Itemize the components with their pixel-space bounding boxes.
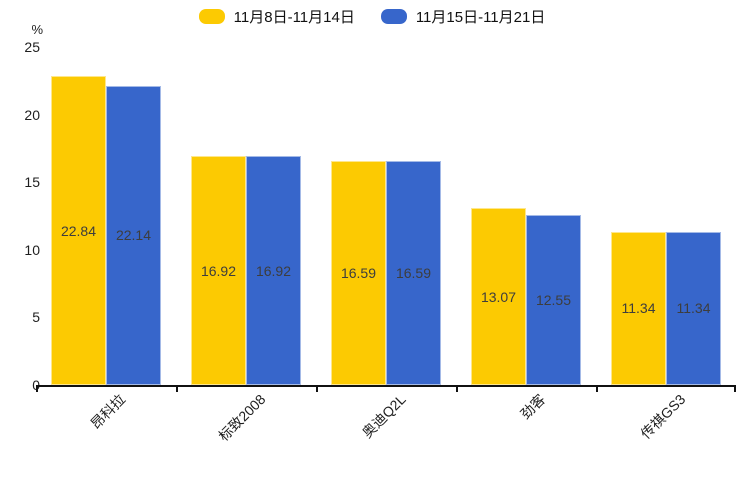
x-axis-tick: [456, 387, 458, 392]
y-tick-label: 5: [32, 309, 40, 326]
x-category-label: 奥迪Q2L: [358, 391, 409, 441]
bar-week1: [51, 76, 106, 385]
legend-label-week2: 11月15日-11月21日: [415, 9, 546, 26]
x-category-label: 传祺GS3: [637, 391, 689, 442]
bar-value-label: 13.07: [480, 288, 517, 305]
legend: 11月8日-11月14日 11月15日-11月21日: [0, 6, 744, 27]
x-axis-tick: [176, 387, 178, 392]
x-axis-tick: [734, 387, 736, 392]
bar-value-label: 16.92: [200, 262, 237, 279]
x-category-label: 昂科拉: [87, 391, 129, 433]
bar-value-label: 16.92: [255, 262, 292, 279]
bar-week2: [106, 85, 161, 385]
bar-week1: [611, 231, 666, 385]
legend-item-week1: 11月8日-11月14日: [198, 6, 355, 27]
bar-week2: [246, 156, 301, 385]
bar-week2: [666, 231, 721, 385]
x-axis-line: [36, 385, 736, 387]
bar-value-label: 16.59: [340, 264, 377, 281]
x-category-label: 标致2008: [215, 391, 269, 445]
bar-value-label: 22.84: [60, 222, 97, 239]
bar-week2: [526, 215, 581, 385]
legend-swatch-week2: [380, 9, 407, 24]
y-tick-label: 20: [24, 106, 40, 123]
legend-label-week1: 11月8日-11月14日: [233, 9, 355, 26]
y-tick-label: 10: [24, 241, 40, 258]
y-tick-label: 25: [24, 39, 40, 55]
x-category-label: 劲客: [517, 391, 549, 423]
bar-value-label: 16.59: [395, 264, 432, 281]
x-axis-tick: [316, 387, 318, 392]
bar-week1: [191, 156, 246, 385]
x-axis-tick: [36, 387, 38, 392]
bar-week1: [331, 160, 386, 385]
bar-value-label: 11.34: [676, 300, 711, 317]
bar-value-label: 22.14: [115, 227, 152, 244]
bar-week2: [386, 160, 441, 385]
y-axis-unit-label: %: [31, 22, 43, 37]
bar-week1: [471, 208, 526, 385]
legend-swatch-week1: [198, 9, 225, 24]
legend-item-week2: 11月15日-11月21日: [380, 6, 546, 27]
bar-value-label: 12.55: [535, 292, 572, 309]
y-tick-label: 15: [24, 174, 40, 191]
x-axis-tick: [596, 387, 598, 392]
bar-value-label: 11.34: [621, 300, 656, 317]
y-tick-label: 0: [2, 376, 40, 394]
